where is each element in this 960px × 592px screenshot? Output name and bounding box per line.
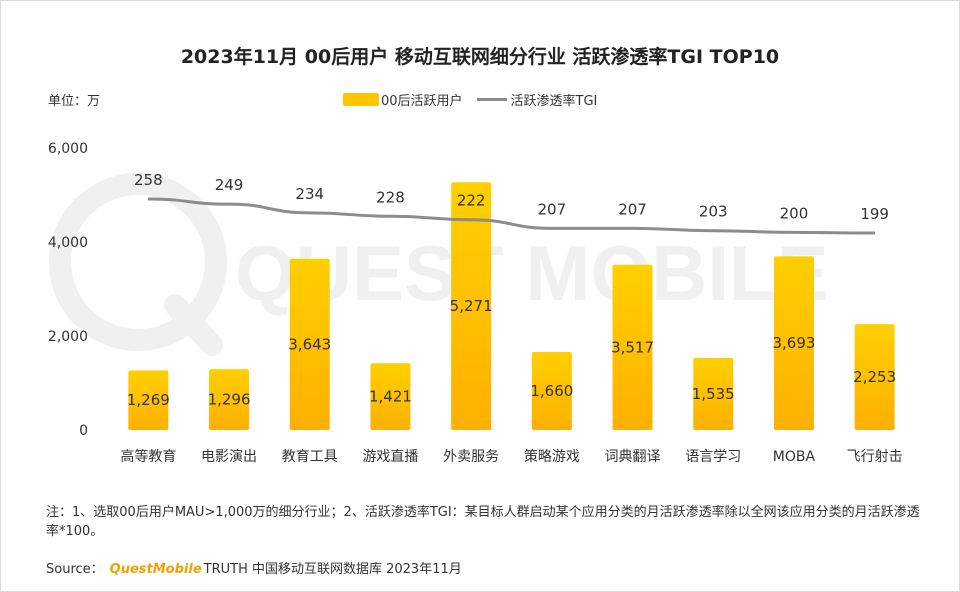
legend-bar-label: 00后活跃用户 <box>381 94 463 109</box>
tgi-value-label: 207 <box>538 200 567 218</box>
bar-value-label: 1,421 <box>369 388 412 406</box>
bar <box>693 357 734 430</box>
source-text: TRUTH 中国移动互联网数据库 2023年11月 <box>203 562 462 577</box>
bar-value-label: 1,535 <box>692 385 735 403</box>
legend: 00后活跃用户 活跃渗透率TGI <box>343 90 597 109</box>
y-tick-label: 6,000 <box>48 141 88 157</box>
chart-title: 2023年11月 00后用户 移动互联网细分行业 活跃渗透率TGI TOP10 <box>180 46 780 68</box>
tgi-value-label: 200 <box>780 204 809 222</box>
unit-label: 单位：万 <box>48 94 101 109</box>
tgi-value-label: 222 <box>457 192 486 210</box>
category-label: 游戏直播 <box>362 448 418 465</box>
legend-line-swatch <box>476 98 507 101</box>
category-label: 语言学习 <box>685 449 741 465</box>
legend-line-label: 活跃渗透率TGI <box>510 94 598 109</box>
watermark-text: QUEST MOBILE <box>235 229 829 317</box>
tgi-value-label: 234 <box>295 185 324 203</box>
bar <box>854 324 895 430</box>
bar <box>612 264 653 430</box>
bar <box>370 363 411 430</box>
tgi-value-label: 249 <box>215 176 244 194</box>
bar-value-label: 5,271 <box>450 297 493 315</box>
bar-value-label: 3,693 <box>772 334 815 352</box>
bar-value-label: 1,269 <box>127 391 170 409</box>
bar-value-label: 1,296 <box>208 391 251 409</box>
legend-item-line: 活跃渗透率TGI <box>463 90 598 109</box>
bar-value-label: 1,660 <box>530 382 573 400</box>
tgi-value-label: 199 <box>860 205 889 223</box>
category-label: 高等教育 <box>120 448 176 465</box>
watermark-logo: QUEST MOBILE <box>49 173 829 356</box>
bar <box>451 182 492 430</box>
bar-value-label: 2,253 <box>853 368 896 386</box>
bar <box>531 351 572 430</box>
bar-value-label: 3,517 <box>611 338 654 356</box>
source-brand: QuestMobile <box>109 562 202 577</box>
bar-value-label: 3,643 <box>288 335 331 353</box>
category-label: 策略游戏 <box>524 448 580 465</box>
y-tick-label: 4,000 <box>48 235 88 251</box>
legend-item-bar: 00后活跃用户 <box>343 90 463 109</box>
tgi-value-label: 228 <box>376 188 405 206</box>
legend-bar-swatch <box>343 93 379 106</box>
footnote: 注：1、选取00后用户MAU>1,000万的细分行业；2、活跃渗透率TGI：某目… <box>46 505 920 539</box>
category-label: 电影演出 <box>201 449 257 465</box>
tgi-value-label: 203 <box>699 203 728 221</box>
y-tick-label: 2,000 <box>48 329 88 345</box>
y-tick-label: 0 <box>79 423 88 439</box>
tgi-line <box>148 197 875 235</box>
bar <box>209 369 250 430</box>
source-line: Source： QuestMobile TRUTH 中国移动互联网数据库 202… <box>46 558 462 577</box>
bar <box>773 256 814 430</box>
category-label: 词典翻译 <box>605 449 661 465</box>
source-label: Source： <box>46 562 104 577</box>
tgi-value-label: 207 <box>618 200 647 218</box>
category-label: MOBA <box>773 449 816 465</box>
bar <box>128 370 169 430</box>
category-label: 外卖服务 <box>443 449 499 465</box>
bar <box>289 258 330 430</box>
tgi-value-label: 258 <box>134 171 163 189</box>
category-label: 教育工具 <box>282 449 338 465</box>
category-label: 飞行射击 <box>847 449 903 465</box>
